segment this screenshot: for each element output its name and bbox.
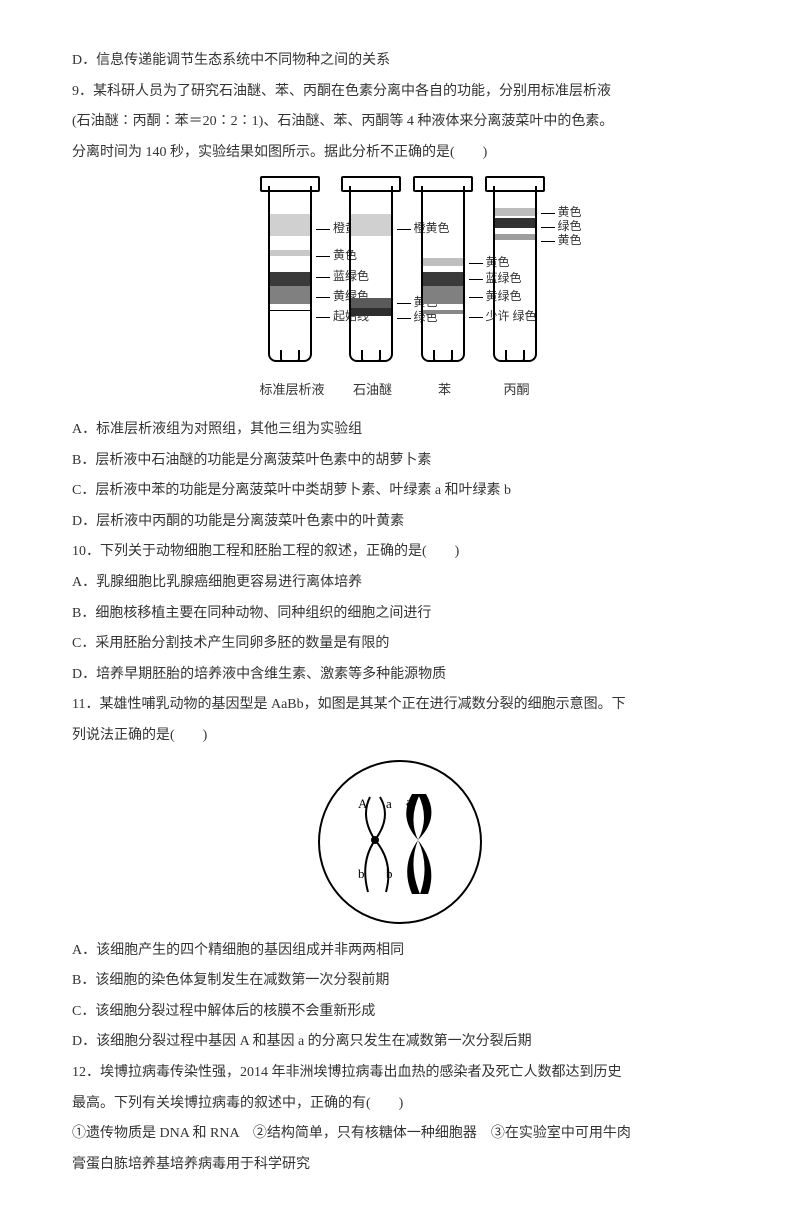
q9-stem-line-3: 分离时间为 140 秒，实验结果如图所示。据此分析不正确的是( ) xyxy=(72,140,728,167)
q10-option-c: C．采用胚胎分割技术产生同卵多胚的数量是有限的 xyxy=(72,631,728,658)
label-b2: b xyxy=(386,866,393,881)
tube-std: 橙黄色黄色蓝绿色黄绿色起始线标准层析液 xyxy=(259,176,324,403)
tube-body-bingtong xyxy=(493,186,537,362)
q9-option-d: D．层析液中丙酮的功能是分离菠菜叶色素中的叶黄素 xyxy=(72,509,728,536)
band xyxy=(423,258,463,266)
band xyxy=(351,298,391,308)
tube-bingtong: 黄色绿色黄色丙酮 xyxy=(493,176,541,403)
q11-stem-line-1: 11．某雄性哺乳动物的基因型是 AaBb，如图是其某个正在进行减数分裂的细胞示意… xyxy=(72,692,728,719)
q9-stem-line-2: (石油醚∶丙酮∶苯＝20∶2∶1)、石油醚、苯、丙酮等 4 种液体来分离菠菜叶中… xyxy=(72,109,728,136)
band xyxy=(270,272,310,286)
band xyxy=(423,286,463,304)
label-a: a xyxy=(386,796,392,811)
tube-caption: 标准层析液 xyxy=(259,378,324,403)
band xyxy=(270,286,310,304)
tube-body-std xyxy=(268,186,312,362)
cell-svg: A a a b B b xyxy=(320,762,480,922)
band-label: 黄色 xyxy=(541,234,582,246)
q10-option-b: B．细胞核移植主要在同种动物、同种组织的细胞之间进行 xyxy=(72,601,728,628)
label-b: b xyxy=(358,866,365,881)
meiosis-cell-figure: A a a b B b xyxy=(72,760,728,924)
q12-line-3: ①遗传物质是 DNA 和 RNA ②结构简单，只有核糖体一种细胞器 ③在实验室中… xyxy=(72,1121,728,1148)
q11-option-c: C．该细胞分裂过程中解体后的核膜不会重新形成 xyxy=(72,999,728,1026)
q11-option-b: B．该细胞的染色体复制发生在减数第一次分裂前期 xyxy=(72,968,728,995)
start-line xyxy=(270,310,310,311)
q9-option-a: A．标准层析液组为对照组，其他三组为实验组 xyxy=(72,417,728,444)
q9-option-b: B．层析液中石油醚的功能是分离菠菜叶色素中的胡萝卜素 xyxy=(72,448,728,475)
label-a2: a xyxy=(406,794,412,809)
tube-ben: 黄色蓝绿色黄绿色少许 绿色苯 xyxy=(421,176,469,403)
label-B: B xyxy=(399,848,408,863)
q11-option-a: A．该细胞产生的四个精细胞的基因组成并非两两相同 xyxy=(72,938,728,965)
band xyxy=(351,214,391,236)
tube-caption: 丙酮 xyxy=(503,378,529,403)
tube-shiyoumi: 橙黄色黄色绿色石油醚 xyxy=(349,176,397,403)
q8-option-d: D．信息传递能调节生态系统中不同物种之间的关系 xyxy=(72,48,728,75)
q12-stem-line-2: 最高。下列有关埃博拉病毒的叙述中，正确的有( ) xyxy=(72,1091,728,1118)
band xyxy=(270,250,310,256)
label-A: A xyxy=(358,796,368,811)
q11-option-d: D．该细胞分裂过程中基因 A 和基因 a 的分离只发生在减数第一次分裂后期 xyxy=(72,1029,728,1056)
band xyxy=(423,310,463,314)
tube-caption: 苯 xyxy=(438,378,451,403)
q10-option-a: A．乳腺细胞比乳腺癌细胞更容易进行离体培养 xyxy=(72,570,728,597)
tube-body-shiyoumi xyxy=(349,186,393,362)
band xyxy=(351,308,391,316)
band-label: 黄色 xyxy=(541,206,582,218)
band xyxy=(495,208,535,216)
q9-stem-line-1: 9．某科研人员为了研究石油醚、苯、丙酮在色素分离中各自的功能，分别用标准层析液 xyxy=(72,79,728,106)
q11-stem-line-2: 列说法正确的是( ) xyxy=(72,723,728,750)
band-label: 绿色 xyxy=(541,220,582,232)
q10-stem: 10．下列关于动物细胞工程和胚胎工程的叙述，正确的是( ) xyxy=(72,539,728,566)
band xyxy=(423,272,463,286)
tube-caption: 石油醚 xyxy=(353,378,392,403)
band xyxy=(495,234,535,240)
q12-line-4: 膏蛋白胨培养基培养病毒用于科学研究 xyxy=(72,1152,728,1179)
band xyxy=(495,218,535,228)
q12-stem-line-1: 12．埃博拉病毒传染性强，2014 年非洲埃博拉病毒出血热的感染者及死亡人数都达… xyxy=(72,1060,728,1087)
tube-body-ben xyxy=(421,186,465,362)
q10-option-d: D．培养早期胚胎的培养液中含维生素、激素等多种能源物质 xyxy=(72,662,728,689)
chromatography-figure: 橙黄色黄色蓝绿色黄绿色起始线标准层析液橙黄色黄色绿色石油醚黄色蓝绿色黄绿色少许 … xyxy=(72,176,728,403)
q9-option-c: C．层析液中苯的功能是分离菠菜叶中类胡萝卜素、叶绿素 a 和叶绿素 b xyxy=(72,478,728,505)
band xyxy=(270,214,310,236)
